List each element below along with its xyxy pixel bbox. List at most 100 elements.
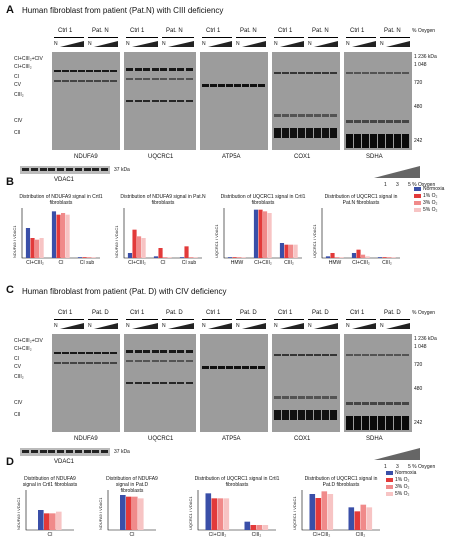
bar-2-0 — [50, 513, 56, 530]
blot-band — [394, 402, 401, 405]
category-tick: HMW — [328, 260, 342, 266]
blot-band — [126, 382, 133, 384]
blot-band — [151, 360, 159, 362]
bar-0-0 — [25, 228, 31, 258]
bar-2-1 — [263, 211, 268, 258]
blot-band — [386, 72, 393, 74]
bar-3-1 — [267, 213, 272, 258]
category-tick: CI+CIII₂ — [352, 260, 370, 266]
blot-band — [101, 450, 109, 453]
oxygen-gradient-wedge — [208, 41, 266, 47]
blot-sdha — [344, 52, 412, 150]
complex-label: CII — [14, 130, 21, 136]
bar-0-0 — [227, 257, 233, 258]
blot-atp5a — [200, 334, 268, 432]
bar-0-0 — [205, 493, 212, 530]
blot-band — [151, 350, 159, 353]
bar-2-1 — [256, 525, 263, 530]
blot-band — [306, 128, 313, 138]
blot-ndufa9 — [52, 52, 120, 150]
blot-band — [362, 134, 369, 148]
legend-item: 3% O₂ — [386, 484, 416, 490]
blot-band — [330, 114, 337, 117]
chart-plot-area — [301, 490, 380, 531]
blot-band — [282, 114, 289, 117]
blot-band — [177, 360, 184, 362]
blot-band — [322, 410, 329, 420]
lane-label-ctrl: Ctrl 1 — [278, 310, 293, 316]
blot-label: NDUFA9 — [74, 154, 98, 160]
blot-band — [126, 350, 133, 353]
mw-marker: 480 — [414, 386, 423, 392]
blot-label: SDHA — [366, 154, 383, 160]
blot-band — [298, 354, 305, 356]
oxygen-gradient-wedge — [60, 41, 118, 47]
lane-label-pat: Pat. N — [312, 28, 329, 34]
blot-band — [394, 416, 401, 430]
bar-0-1 — [51, 211, 57, 258]
bar-2-1 — [360, 504, 367, 530]
legend-item: 1% O₂ — [414, 193, 444, 199]
bar-0-0 — [38, 510, 44, 530]
blot-band — [54, 80, 61, 82]
blot-band — [151, 78, 159, 80]
blot-band — [210, 366, 217, 369]
vdac1-blot — [20, 166, 110, 174]
blot-band — [386, 402, 393, 405]
blot-band — [394, 72, 401, 74]
blot-band — [160, 78, 167, 80]
blot-band — [322, 72, 329, 74]
complex-label: CI — [14, 356, 19, 362]
lane-underline — [274, 37, 304, 38]
oxygen-gradient-wedge — [132, 41, 194, 47]
blot-band — [160, 382, 167, 384]
blot-band — [234, 84, 241, 87]
blot-band — [290, 396, 297, 399]
chart-axes — [123, 208, 202, 259]
blot-band — [78, 352, 85, 354]
bar-0-1 — [351, 253, 357, 258]
complex-label: CV — [14, 82, 21, 88]
bar-0-1 — [244, 521, 251, 530]
normoxia-lane-label: N — [162, 323, 166, 329]
blot-band — [250, 366, 257, 369]
blot-band — [185, 78, 193, 80]
blot-band — [22, 450, 29, 453]
blot-band — [210, 84, 217, 87]
blot-band — [57, 168, 65, 171]
normoxia-lane-label: N — [236, 323, 240, 329]
blot-sdha — [344, 334, 412, 432]
blot-band — [274, 72, 281, 74]
vdac1-mw: 37 kDa — [114, 449, 130, 455]
mw-marker: 1 048 — [414, 344, 427, 350]
blot-label: SDHA — [366, 436, 383, 442]
oxygen-gradient-triangle — [352, 323, 376, 329]
legend-label: 1% O₂ — [423, 193, 438, 199]
lane-label-ctrl: Ctrl 1 — [130, 28, 145, 34]
blot-band — [134, 382, 142, 384]
blot-band — [151, 68, 159, 71]
blot-band — [314, 396, 321, 399]
blot-band — [362, 402, 369, 405]
blot-band — [30, 168, 38, 171]
blot-band — [39, 450, 47, 453]
blot-band — [346, 120, 353, 123]
blot-band — [306, 396, 313, 399]
bar-0-1 — [153, 256, 159, 258]
blot-band — [314, 128, 321, 138]
blot-band — [258, 84, 265, 87]
chart-ylabel: NDUFA9 / VDAC1 — [16, 497, 21, 530]
legend-item: 1% O₂ — [386, 477, 416, 483]
blot-band — [30, 450, 38, 453]
bar-3-2 — [193, 257, 198, 258]
gradient-tick: 5 % Oxygen — [408, 182, 436, 188]
bar-2-0 — [321, 491, 328, 530]
oxygen-gradient-wedge — [280, 41, 338, 47]
blot-band — [298, 410, 305, 420]
chart-ylabel: UQCRC1 / VDAC1 — [214, 224, 219, 258]
category-tick: CIII₂ — [284, 260, 294, 266]
oxygen-gradient-wedge — [60, 323, 118, 329]
blot-band — [290, 128, 297, 138]
oxygen-gradient-triangle — [168, 323, 194, 329]
blot-band — [218, 84, 225, 87]
